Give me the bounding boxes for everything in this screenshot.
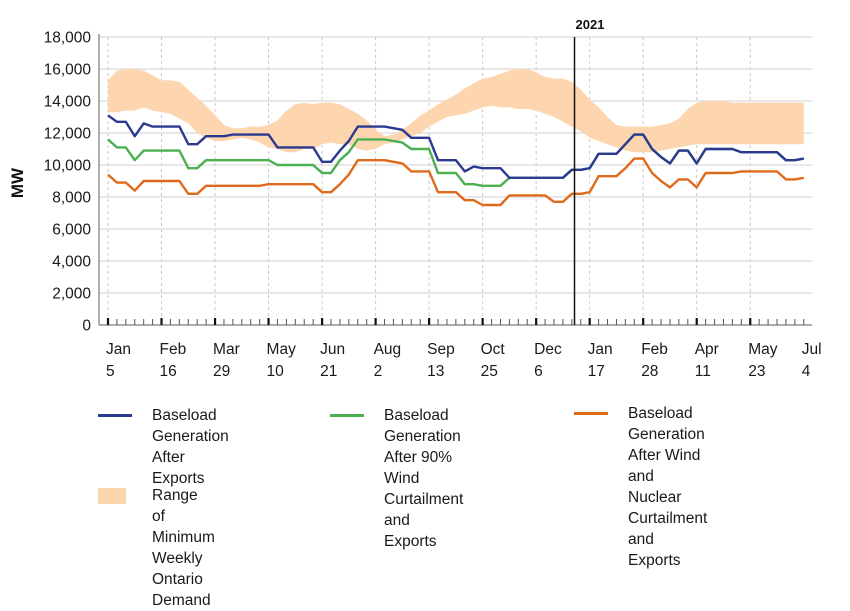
series-lines bbox=[107, 114, 805, 207]
x-tick-day: 23 bbox=[748, 363, 765, 380]
x-tick-day: 13 bbox=[427, 363, 444, 380]
y-tick-label: 6,000 bbox=[52, 222, 91, 239]
legend-item-after-wind-nuclear-curtailment: Baseload Generation After Wind and Nucle… bbox=[574, 403, 707, 571]
x-tick-label: Jan 17 bbox=[588, 341, 613, 380]
legend-item-after-wind-curtailment: Baseload Generation After 90% Wind Curta… bbox=[330, 405, 463, 552]
y-tick-label: 0 bbox=[82, 318, 91, 335]
x-tick-month: Mar bbox=[213, 341, 240, 358]
y-tick-label: 18,000 bbox=[44, 30, 92, 47]
x-tick-label: Apr 11 bbox=[695, 341, 719, 380]
x-tick-month: Feb bbox=[641, 341, 668, 358]
x-tick-label: Jan 5 bbox=[106, 341, 131, 380]
x-tick-labels: Jan 5 Feb 16 Mar 29 May 10 Jun 21 Aug 2 Sep 13 Oct 25 De… bbox=[106, 341, 822, 380]
x-tick-month: Aug bbox=[374, 341, 402, 358]
series-line-after-exports bbox=[107, 114, 805, 180]
x-tick-day: 28 bbox=[641, 363, 658, 380]
x-tick-day: 25 bbox=[481, 363, 498, 380]
x-tick-month: May bbox=[748, 341, 778, 358]
chart: 0 2,000 4,000 6,000 8,000 10,000 12,000 14,000 1… bbox=[8, 17, 822, 380]
y-tick-label: 8,000 bbox=[52, 190, 91, 207]
x-tick-month: Dec bbox=[534, 341, 562, 358]
legend-swatch-green-line bbox=[330, 414, 364, 417]
x-tick-label: Oct 25 bbox=[481, 341, 506, 380]
series-line-after-wind-nuclear-curtailment bbox=[107, 157, 805, 207]
x-axis-ticks bbox=[106, 318, 805, 325]
legend-label: Baseload Generation After Exports bbox=[152, 407, 229, 487]
x-tick-day: 21 bbox=[320, 363, 337, 380]
x-tick-label: Aug 2 bbox=[374, 341, 402, 380]
x-tick-month: Jan bbox=[588, 341, 613, 358]
x-tick-month: Sep bbox=[427, 341, 455, 358]
gridlines bbox=[99, 36, 812, 325]
x-tick-label: May 23 bbox=[748, 341, 778, 380]
x-tick-month: Jul bbox=[802, 341, 822, 358]
legend-swatch-orange-line bbox=[574, 412, 608, 415]
legend-label: Baseload Generation After 90% Wind Curta… bbox=[384, 407, 464, 550]
x-tick-month: Jun bbox=[320, 341, 345, 358]
legend-label: Range of Minimum Weekly Ontario Demand bbox=[152, 487, 215, 609]
x-tick-month: Feb bbox=[160, 341, 187, 358]
x-tick-day: 4 bbox=[802, 363, 811, 380]
y-tick-label: 16,000 bbox=[44, 62, 92, 79]
y-tick-label: 4,000 bbox=[52, 254, 91, 271]
x-tick-day: 17 bbox=[588, 363, 605, 380]
x-tick-label: Feb 16 bbox=[160, 341, 187, 380]
y-axis-title: MW bbox=[8, 167, 27, 198]
legend-swatch-blue-line bbox=[98, 414, 132, 417]
x-tick-label: Jun 21 bbox=[320, 341, 345, 380]
y-tick-labels: 0 2,000 4,000 6,000 8,000 10,000 12,000 14,000 1… bbox=[44, 30, 92, 335]
y-tick-label: 14,000 bbox=[44, 94, 92, 111]
x-tick-label: May 10 bbox=[267, 341, 297, 380]
x-tick-day: 6 bbox=[534, 363, 543, 380]
x-tick-month: Oct bbox=[481, 341, 506, 358]
legend-item-after-exports: Baseload Generation After Exports bbox=[98, 405, 229, 489]
y-tick-label: 2,000 bbox=[52, 286, 91, 303]
x-tick-day: 10 bbox=[267, 363, 285, 380]
x-tick-month: Apr bbox=[695, 341, 719, 358]
legend-label: Baseload Generation After Wind and Nucle… bbox=[628, 405, 708, 569]
x-tick-day: 2 bbox=[374, 363, 383, 380]
x-tick-label: Feb 28 bbox=[641, 341, 668, 380]
x-tick-label: Mar 29 bbox=[213, 341, 240, 380]
x-tick-day: 29 bbox=[213, 363, 230, 380]
demand-range-band bbox=[108, 69, 804, 153]
x-tick-day: 16 bbox=[160, 363, 177, 380]
x-tick-month: Jan bbox=[106, 341, 131, 358]
y-tick-label: 10,000 bbox=[44, 158, 92, 175]
x-tick-label: Sep 13 bbox=[427, 341, 455, 380]
x-tick-day: 5 bbox=[106, 363, 115, 380]
legend-swatch-band bbox=[98, 488, 126, 504]
x-tick-label: Dec 6 bbox=[534, 341, 562, 380]
y-tick-label: 12,000 bbox=[44, 126, 92, 143]
year-annotation: 2021 bbox=[576, 17, 605, 32]
x-tick-day: 11 bbox=[695, 363, 711, 380]
x-tick-month: May bbox=[267, 341, 297, 358]
legend-item-demand-range: Range of Minimum Weekly Ontario Demand bbox=[98, 485, 215, 611]
x-tick-label: Jul 4 bbox=[802, 341, 822, 380]
